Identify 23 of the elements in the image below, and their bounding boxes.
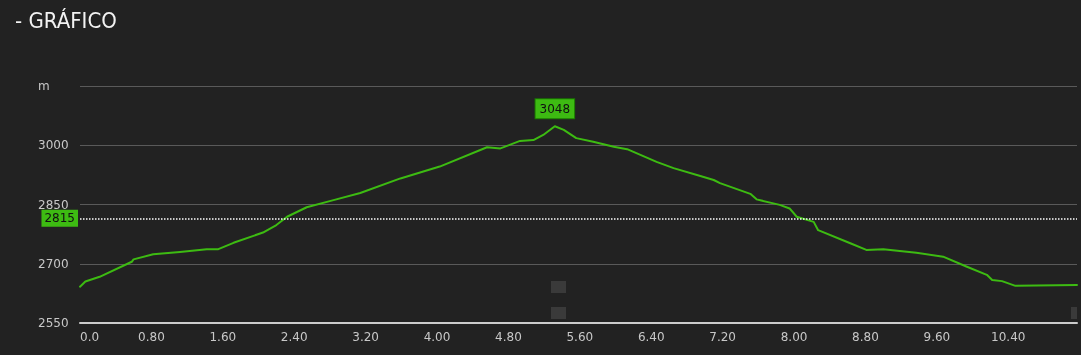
x-tick-label: 0.80: [138, 330, 165, 344]
x-tick-label: 7.20: [709, 330, 737, 344]
x-tick-label: 2.40: [280, 330, 308, 344]
x-tick-label: 8.00: [780, 330, 808, 344]
x-tick-label: 6.40: [637, 330, 665, 344]
chart-title: - GRÁFICO: [15, 7, 117, 33]
y-tick-label: m: [38, 79, 50, 93]
y-tick-label: 2550: [38, 316, 69, 330]
x-tick-label: 4.80: [495, 330, 522, 344]
y-tick-label: 3000: [38, 138, 69, 153]
x-tick-label: 0.0: [80, 330, 100, 344]
y-tick-label: 2850: [38, 197, 69, 212]
x-tick-label: 3.20: [352, 330, 379, 344]
x-tick-label: 8.80: [852, 330, 879, 344]
line-series: [79, 125, 1078, 288]
x-tick-label: 1.60: [209, 330, 237, 344]
y-tick-label: 2700: [38, 256, 69, 271]
x-tick-label: 4.00: [423, 330, 451, 344]
annotation: 3048: [539, 102, 571, 117]
x-tick-label: 10.40: [991, 330, 1026, 344]
x-tick-label: 9.60: [923, 330, 951, 344]
x-tick-label: 5.60: [566, 330, 594, 344]
ref-line-label: 2815: [44, 211, 75, 226]
